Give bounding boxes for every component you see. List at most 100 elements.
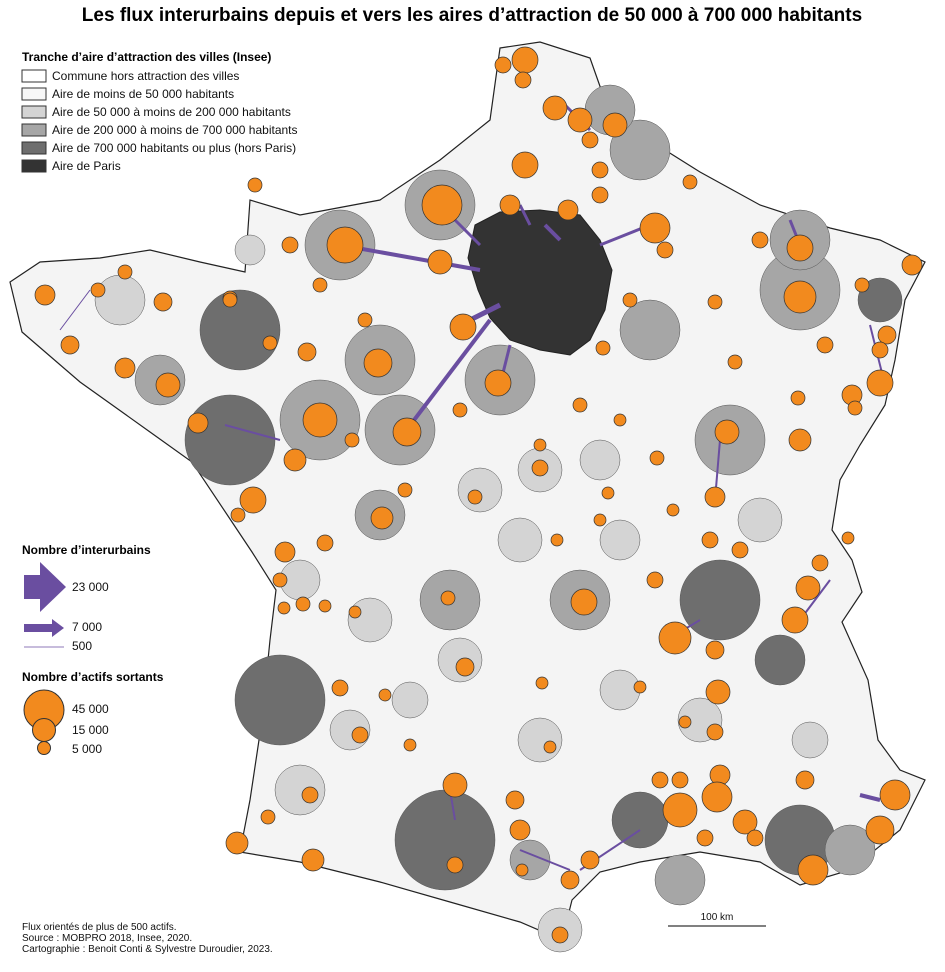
city-circle <box>542 95 568 121</box>
city-circle <box>567 107 593 133</box>
city-circle <box>363 348 393 378</box>
city-circle <box>879 779 911 811</box>
urban-area <box>619 299 681 361</box>
urban-area <box>679 559 761 641</box>
urban-area <box>497 517 543 563</box>
city-circle <box>509 819 531 841</box>
city-circle <box>732 809 758 835</box>
city-circle <box>511 151 539 179</box>
city-circle <box>301 786 319 804</box>
note: Source : MOBPRO 2018, Insee, 2020. <box>22 933 192 944</box>
city-circle <box>397 482 413 498</box>
city-circle <box>421 184 463 226</box>
urban-area <box>599 669 641 711</box>
legend: Tranche d’aire d’attraction des villes (… <box>21 50 298 756</box>
city-circle <box>225 831 249 855</box>
city-circle <box>622 292 638 308</box>
city-circle <box>707 294 723 310</box>
note: Flux orientés de plus de 500 actifs. <box>22 922 177 933</box>
city-circle <box>351 726 369 744</box>
urban-area <box>791 721 829 759</box>
city-circle <box>871 341 889 359</box>
city-circle <box>658 621 692 655</box>
city-circle <box>297 342 317 362</box>
note: Cartographie : Benoit Conti & Sylvestre … <box>22 944 273 955</box>
city-circle <box>331 679 349 697</box>
city-circle <box>452 402 468 418</box>
urban-area <box>754 634 806 686</box>
city-circle <box>34 284 56 306</box>
city-circle <box>272 572 288 588</box>
city-circle <box>533 438 547 452</box>
city-circle <box>649 450 665 466</box>
legend-label: 5 000 <box>72 742 102 756</box>
city-circle <box>705 679 731 705</box>
city-circle <box>442 772 468 798</box>
legend-label: Aire de moins de 50 000 habitants <box>52 87 234 101</box>
legend-swatch <box>21 123 47 137</box>
city-circle <box>816 336 834 354</box>
city-circle <box>230 507 246 523</box>
city-circle <box>499 194 521 216</box>
city-circle <box>392 417 422 447</box>
city-circle <box>467 489 483 505</box>
city-circle <box>581 131 599 149</box>
urban-area <box>857 277 903 323</box>
city-circle <box>866 369 894 397</box>
city-circle <box>440 590 456 606</box>
city-circle <box>535 676 549 690</box>
city-circle <box>591 161 609 179</box>
city-circle <box>114 357 136 379</box>
city-circle <box>646 571 664 589</box>
city-circle <box>705 640 725 660</box>
city-circle <box>348 605 362 619</box>
city-circle <box>696 829 714 847</box>
city-circle <box>247 177 263 193</box>
legend-swatch <box>21 87 47 101</box>
city-circle <box>283 448 307 472</box>
legend-label: Commune hors attraction des villes <box>52 69 239 83</box>
city-circle <box>572 397 588 413</box>
city-circle <box>484 369 512 397</box>
city-circle <box>788 428 812 452</box>
city-circle <box>662 792 698 828</box>
urban-area <box>394 789 496 891</box>
city-circle <box>155 372 181 398</box>
city-circle <box>277 601 291 615</box>
urban-area <box>347 597 393 643</box>
urban-area <box>517 717 563 763</box>
legend-arrow <box>24 619 64 637</box>
flow-arrow <box>339 243 481 272</box>
city-circle <box>281 236 299 254</box>
city-circle <box>543 740 557 754</box>
city-circle <box>60 335 80 355</box>
urban-area <box>94 274 146 326</box>
legend-label: Aire de Paris <box>52 159 121 173</box>
city-circle <box>239 486 267 514</box>
city-circle <box>514 71 532 89</box>
city-circle <box>901 254 923 276</box>
legend-label: 15 000 <box>72 723 109 737</box>
legend-title: Tranche d’aire d’attraction des villes (… <box>22 50 271 64</box>
city-circle <box>656 241 674 259</box>
city-circle <box>427 249 453 275</box>
urban-area <box>199 289 281 371</box>
urban-area <box>184 394 276 486</box>
urban-area <box>234 654 326 746</box>
city-circle <box>580 850 600 870</box>
city-circle <box>531 459 549 477</box>
flow-arrow <box>59 289 91 331</box>
city-circle <box>651 771 669 789</box>
city-circle <box>378 688 392 702</box>
legend-label: 23 000 <box>72 580 109 594</box>
city-circle <box>316 534 334 552</box>
city-circle <box>671 771 689 789</box>
city-circle <box>854 277 870 293</box>
flow-arrow <box>859 793 881 802</box>
legend-arrow <box>24 562 66 612</box>
city-circle <box>595 340 611 356</box>
city-circle <box>344 432 360 448</box>
city-circle <box>593 513 607 527</box>
city-circle <box>678 715 692 729</box>
city-circle <box>727 354 743 370</box>
